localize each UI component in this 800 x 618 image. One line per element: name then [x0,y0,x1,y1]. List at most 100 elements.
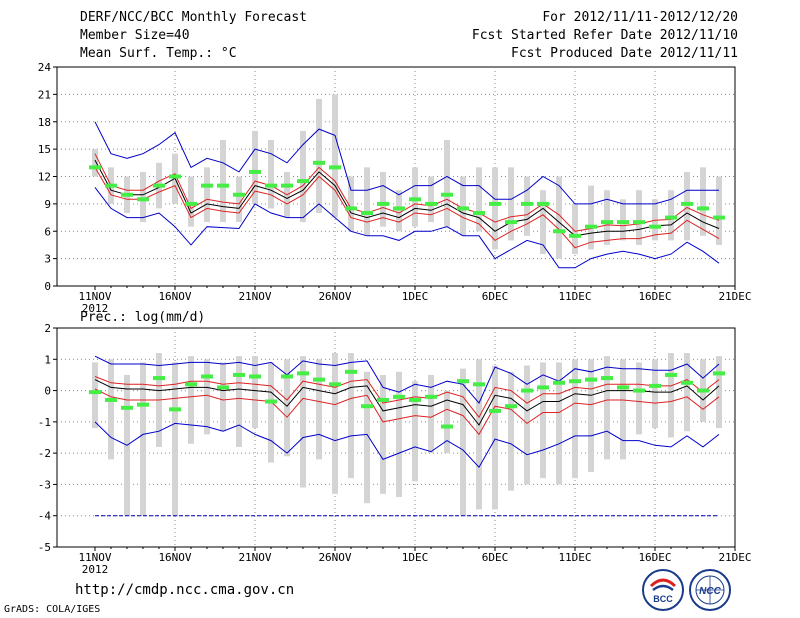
member-range-bar [604,190,610,245]
x-tick-label: 21NOV [238,290,271,303]
x-tick-label: 21DEC [718,290,751,303]
observation-mark [649,224,661,229]
observation-mark [649,383,661,388]
member-range-bar [236,356,242,447]
member-range-bar [460,368,466,516]
observation-mark [185,382,197,387]
observation-mark [137,197,149,202]
x-tick-label: 26NOV [318,551,351,564]
observation-mark [249,169,261,174]
source-url[interactable]: http://cmdp.ncc.cma.gov.cn [75,582,295,598]
member-range-bar [636,190,642,245]
member-range-bar [396,371,402,497]
observation-mark [505,220,517,225]
member-range-bar [716,356,722,429]
observation-mark [345,206,357,211]
member-range-bar [428,374,434,454]
observation-mark [633,220,645,225]
observation-mark [393,206,405,211]
member-range-bar [524,176,530,236]
member-range-bar [204,359,210,435]
observation-mark [569,379,581,384]
panel-2: -5 -4 -3 -2 -1 0 1 2 11NOV 16NOV 21NOV 26NOV 1DEC 6DE… [38,310,752,576]
member-range-bar [588,185,594,250]
x-tick-label: 21NOV [238,551,271,564]
member-range-bar [684,171,690,241]
start-date-label: Fcst Started Refer Date 2012/11/10 [471,28,738,43]
series-upper-line [94,355,720,405]
member-range-bar [476,167,482,232]
grads-credit: GrADS: COLA/IGES [4,604,101,615]
series-spread-upper-line [94,153,720,232]
member-range-bar [268,140,274,209]
x-tick-label: 6DEC [482,551,509,564]
member-range-bar [396,190,402,232]
x-tick-label: 16DEC [638,290,671,303]
member-range-bar [412,381,418,482]
member-range-bar [108,359,114,460]
observation-mark [361,404,373,409]
series-spread-upper-line [94,376,720,419]
observation-mark [681,201,693,206]
member-range-bar [284,359,290,457]
member-range-bar [524,365,530,485]
observation-mark [393,394,405,399]
y-tick-label: 0 [44,385,51,398]
x-tick-label: 6DEC [482,290,509,303]
member-range-bar [604,356,610,460]
observation-mark [89,390,101,395]
x-tick-label: 1DEC [402,290,429,303]
x-tick-label: 11DEC [558,290,591,303]
observation-mark [713,371,725,376]
observation-mark [297,179,309,184]
x-tick-label: 16NOV [158,290,191,303]
series-mean-line [94,159,720,237]
observation-mark [89,165,101,170]
observation-mark [553,380,565,385]
observation-mark [281,374,293,379]
series-lower-line [94,187,720,269]
ncc-logo-icon: NCC [689,569,731,611]
x-tick-label: 1DEC [402,551,429,564]
member-range-bar [460,176,466,236]
observation-mark [633,388,645,393]
x-tick-label: 16NOV [158,551,191,564]
member-range-bar [620,199,626,241]
x-year-label: 2012 [82,302,109,315]
observation-mark [553,229,565,234]
observation-mark [217,385,229,390]
member-size-label: Member Size=40 [80,28,190,43]
observation-mark [569,233,581,238]
observation-mark [329,382,341,387]
observation-mark [313,377,325,382]
observation-mark [585,377,597,382]
y-tick-label: 15 [38,143,51,156]
bcc-logo-icon: BCC [642,569,684,611]
observation-mark [345,369,357,374]
member-range-bar [300,130,306,223]
series-upper-line [94,121,719,205]
series-mean-line [94,379,720,426]
member-range-bar [236,176,242,223]
member-range-bar [716,176,722,245]
observation-mark [489,201,501,206]
observation-mark [537,201,549,206]
y-tick-label: 2 [44,322,51,335]
member-range-bar [364,167,370,236]
bcc-logo-text: BCC [653,594,673,604]
observation-mark [217,183,229,188]
panel-subtitle: Prec.: log(mm/d) [80,310,205,325]
observation-mark [617,220,629,225]
observation-mark [377,201,389,206]
member-range-bar [588,359,594,472]
produced-date-label: Fcst Produced Date 2012/11/11 [511,46,738,61]
y-tick-label: -3 [38,478,51,491]
observation-mark [233,192,245,197]
y-tick-label: 3 [44,253,51,266]
member-range-bar [668,190,674,241]
observation-mark [505,404,517,409]
observation-mark [201,374,213,379]
member-range-bar [188,356,194,444]
ncc-logo-text: NCC [699,586,721,597]
